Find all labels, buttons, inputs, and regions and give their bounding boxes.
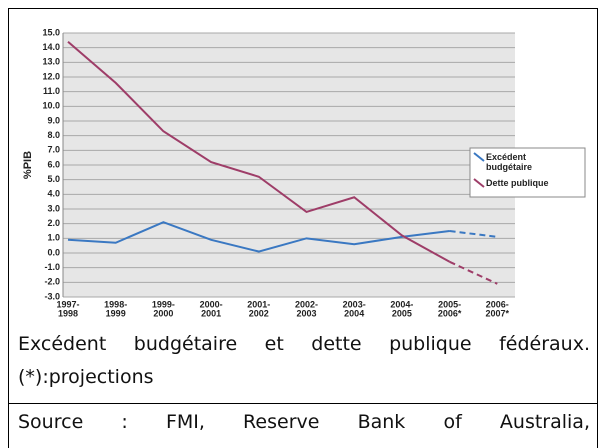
legend-swatch (473, 178, 485, 188)
x-tick-label: 1999 (106, 308, 126, 318)
x-tick-label: 2007* (486, 308, 510, 318)
x-tick-label: 2004- (390, 299, 413, 309)
series-line (67, 221, 450, 253)
legend-entry: Dette publique (486, 178, 549, 188)
y-tick-label: 6.0 (47, 159, 60, 169)
x-tick-label: 1997- (56, 299, 79, 309)
x-tick-label: 1998- (104, 299, 127, 309)
y-tick-label: -1.0 (44, 262, 60, 272)
y-tick-label: -3.0 (44, 291, 60, 301)
x-tick-label: 1999- (152, 299, 175, 309)
y-tick-label: 8.0 (47, 130, 60, 140)
series-line (449, 230, 498, 238)
legend-box (469, 147, 586, 198)
x-tick-label: 2002- (295, 299, 318, 309)
legend-entry: Excédent budgétaire (486, 152, 533, 172)
legend: Excédent budgétaire Dette publique (469, 147, 586, 198)
legend-swatch (473, 152, 485, 162)
y-tick-label: 4.0 (47, 189, 60, 199)
x-tick-label: 1998 (58, 308, 78, 318)
y-tick-label: 1.0 (47, 233, 60, 243)
x-tick-label: 2001 (201, 308, 221, 318)
x-tick-label: 2005 (392, 308, 412, 318)
x-tick-label: 2005- (438, 299, 461, 309)
y-tick-label: 10.0 (42, 101, 60, 111)
x-tick-label: 2001- (247, 299, 270, 309)
y-tick-label: 11.0 (43, 86, 60, 96)
legend-label: Dette publique (486, 178, 549, 188)
frame (8, 8, 598, 448)
y-tick-label: 13.0 (42, 57, 60, 67)
x-tick-label: 2000 (153, 308, 173, 318)
y-tick-label: -2.0 (44, 277, 60, 287)
x-tick-label: 2003 (296, 308, 316, 318)
series-line (67, 41, 451, 263)
y-tick-label: 2.0 (47, 218, 60, 228)
x-tick-label: 2004 (344, 308, 364, 318)
x-tick-label: 2006* (438, 308, 462, 318)
legend-label: Excédent budgétaire (486, 152, 533, 172)
y-tick-label: 14.0 (42, 42, 60, 52)
y-tick-label: 9.0 (47, 115, 60, 125)
y-tick-label: 0.0 (47, 247, 60, 257)
x-tick-label: 2002 (249, 308, 269, 318)
y-tick-label: 15.0 (42, 27, 60, 37)
x-tick-label: 2006- (486, 299, 509, 309)
y-tick-label: 12.0 (42, 71, 60, 81)
x-tick-label: 2000- (200, 299, 223, 309)
source: Source : FMI, Reserve Bank of Australia, (18, 411, 590, 433)
y-tick-label: 7.0 (47, 145, 60, 155)
series-line (449, 260, 498, 285)
caption: Excédent budgétaire et dette publique fé… (18, 333, 590, 388)
y-tick-label: 5.0 (47, 174, 60, 184)
separator (8, 403, 598, 404)
y-axis-label: %PIB (22, 151, 34, 179)
x-tick-label: 2003- (343, 299, 366, 309)
y-tick-label: 3.0 (47, 203, 60, 213)
